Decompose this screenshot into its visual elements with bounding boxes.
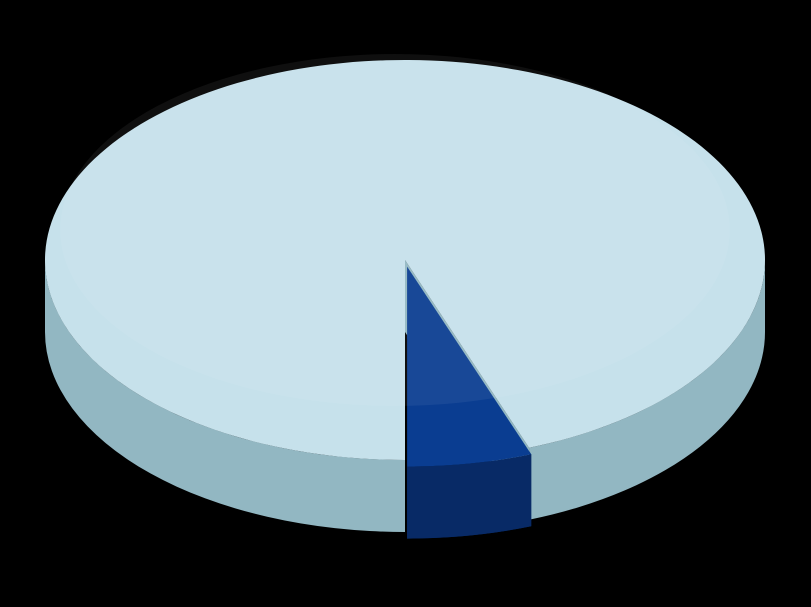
pie-chart-3d — [0, 0, 811, 607]
pie-top-highlight — [60, 54, 730, 406]
pie-wall-slice_b-front — [407, 454, 531, 538]
